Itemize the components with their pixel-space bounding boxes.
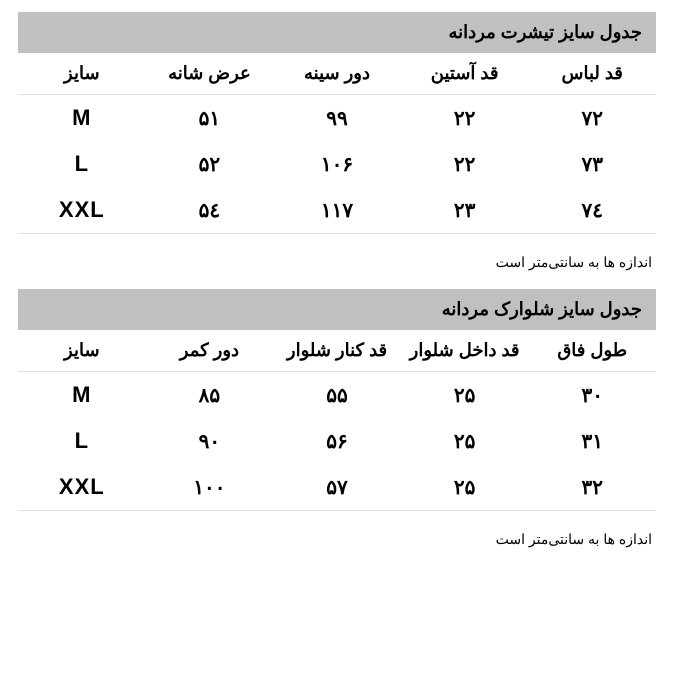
cell-sleeve: ۲۳ xyxy=(401,187,529,233)
cell-length: ۷۳ xyxy=(528,141,656,187)
cell-size: L xyxy=(18,141,146,187)
cell-size: L xyxy=(18,418,146,464)
cell-sleeve: ۲۲ xyxy=(401,141,529,187)
cell-waist: ۸۵ xyxy=(146,372,274,419)
cell-waist: ۱۰۰ xyxy=(146,464,274,510)
col-header: قد داخل شلوار xyxy=(401,330,529,372)
content-wrapper: جدول سایز تیشرت مردانه قد لباس قد آستین … xyxy=(0,0,674,566)
cell-shoulder: ۵۱ xyxy=(146,95,274,142)
shorts-footnote: اندازه ها به سانتی‌متر است xyxy=(18,521,656,566)
col-header: قد کنار شلوار xyxy=(273,330,401,372)
tshirt-size-block: جدول سایز تیشرت مردانه قد لباس قد آستین … xyxy=(18,12,656,234)
cell-outseam: ۵۶ xyxy=(273,418,401,464)
cell-inseam: ۲۵ xyxy=(401,464,529,510)
cell-shoulder: ۵٤ xyxy=(146,187,274,233)
col-header: دور کمر xyxy=(146,330,274,372)
cell-rise: ۳۲ xyxy=(528,464,656,510)
col-header: سایز xyxy=(18,53,146,95)
tshirt-size-table: قد لباس قد آستین دور سینه عرض شانه سایز … xyxy=(18,53,656,233)
table-row: ۳۰ ۲۵ ۵۵ ۸۵ M xyxy=(18,372,656,419)
table-row: ۷۲ ۲۲ ۹۹ ۵۱ M xyxy=(18,95,656,142)
cell-size: M xyxy=(18,372,146,419)
table-header-row: قد لباس قد آستین دور سینه عرض شانه سایز xyxy=(18,53,656,95)
shorts-size-block: جدول سایز شلوارک مردانه طول فاق قد داخل … xyxy=(18,289,656,511)
cell-outseam: ۵۵ xyxy=(273,372,401,419)
col-header: طول فاق xyxy=(528,330,656,372)
cell-inseam: ۲۵ xyxy=(401,418,529,464)
cell-rise: ۳۱ xyxy=(528,418,656,464)
cell-size: XXL xyxy=(18,464,146,510)
shorts-table-title: جدول سایز شلوارک مردانه xyxy=(18,289,656,330)
cell-inseam: ۲۵ xyxy=(401,372,529,419)
col-header: عرض شانه xyxy=(146,53,274,95)
cell-chest: ۱۰۶ xyxy=(273,141,401,187)
cell-size: M xyxy=(18,95,146,142)
cell-outseam: ۵۷ xyxy=(273,464,401,510)
col-header: دور سینه xyxy=(273,53,401,95)
table-row: ۷٤ ۲۳ ۱۱۷ ۵٤ XXL xyxy=(18,187,656,233)
col-header: قد لباس xyxy=(528,53,656,95)
table-row: ۳۱ ۲۵ ۵۶ ۹۰ L xyxy=(18,418,656,464)
cell-shoulder: ۵۲ xyxy=(146,141,274,187)
cell-size: XXL xyxy=(18,187,146,233)
cell-rise: ۳۰ xyxy=(528,372,656,419)
cell-length: ۷۲ xyxy=(528,95,656,142)
col-header: سایز xyxy=(18,330,146,372)
cell-length: ۷٤ xyxy=(528,187,656,233)
cell-chest: ۱۱۷ xyxy=(273,187,401,233)
col-header: قد آستین xyxy=(401,53,529,95)
table-row: ۷۳ ۲۲ ۱۰۶ ۵۲ L xyxy=(18,141,656,187)
table-header-row: طول فاق قد داخل شلوار قد کنار شلوار دور … xyxy=(18,330,656,372)
cell-chest: ۹۹ xyxy=(273,95,401,142)
cell-waist: ۹۰ xyxy=(146,418,274,464)
tshirt-table-title: جدول سایز تیشرت مردانه xyxy=(18,12,656,53)
shorts-size-table: طول فاق قد داخل شلوار قد کنار شلوار دور … xyxy=(18,330,656,510)
cell-sleeve: ۲۲ xyxy=(401,95,529,142)
tshirt-footnote: اندازه ها به سانتی‌متر است xyxy=(18,244,656,289)
table-row: ۳۲ ۲۵ ۵۷ ۱۰۰ XXL xyxy=(18,464,656,510)
